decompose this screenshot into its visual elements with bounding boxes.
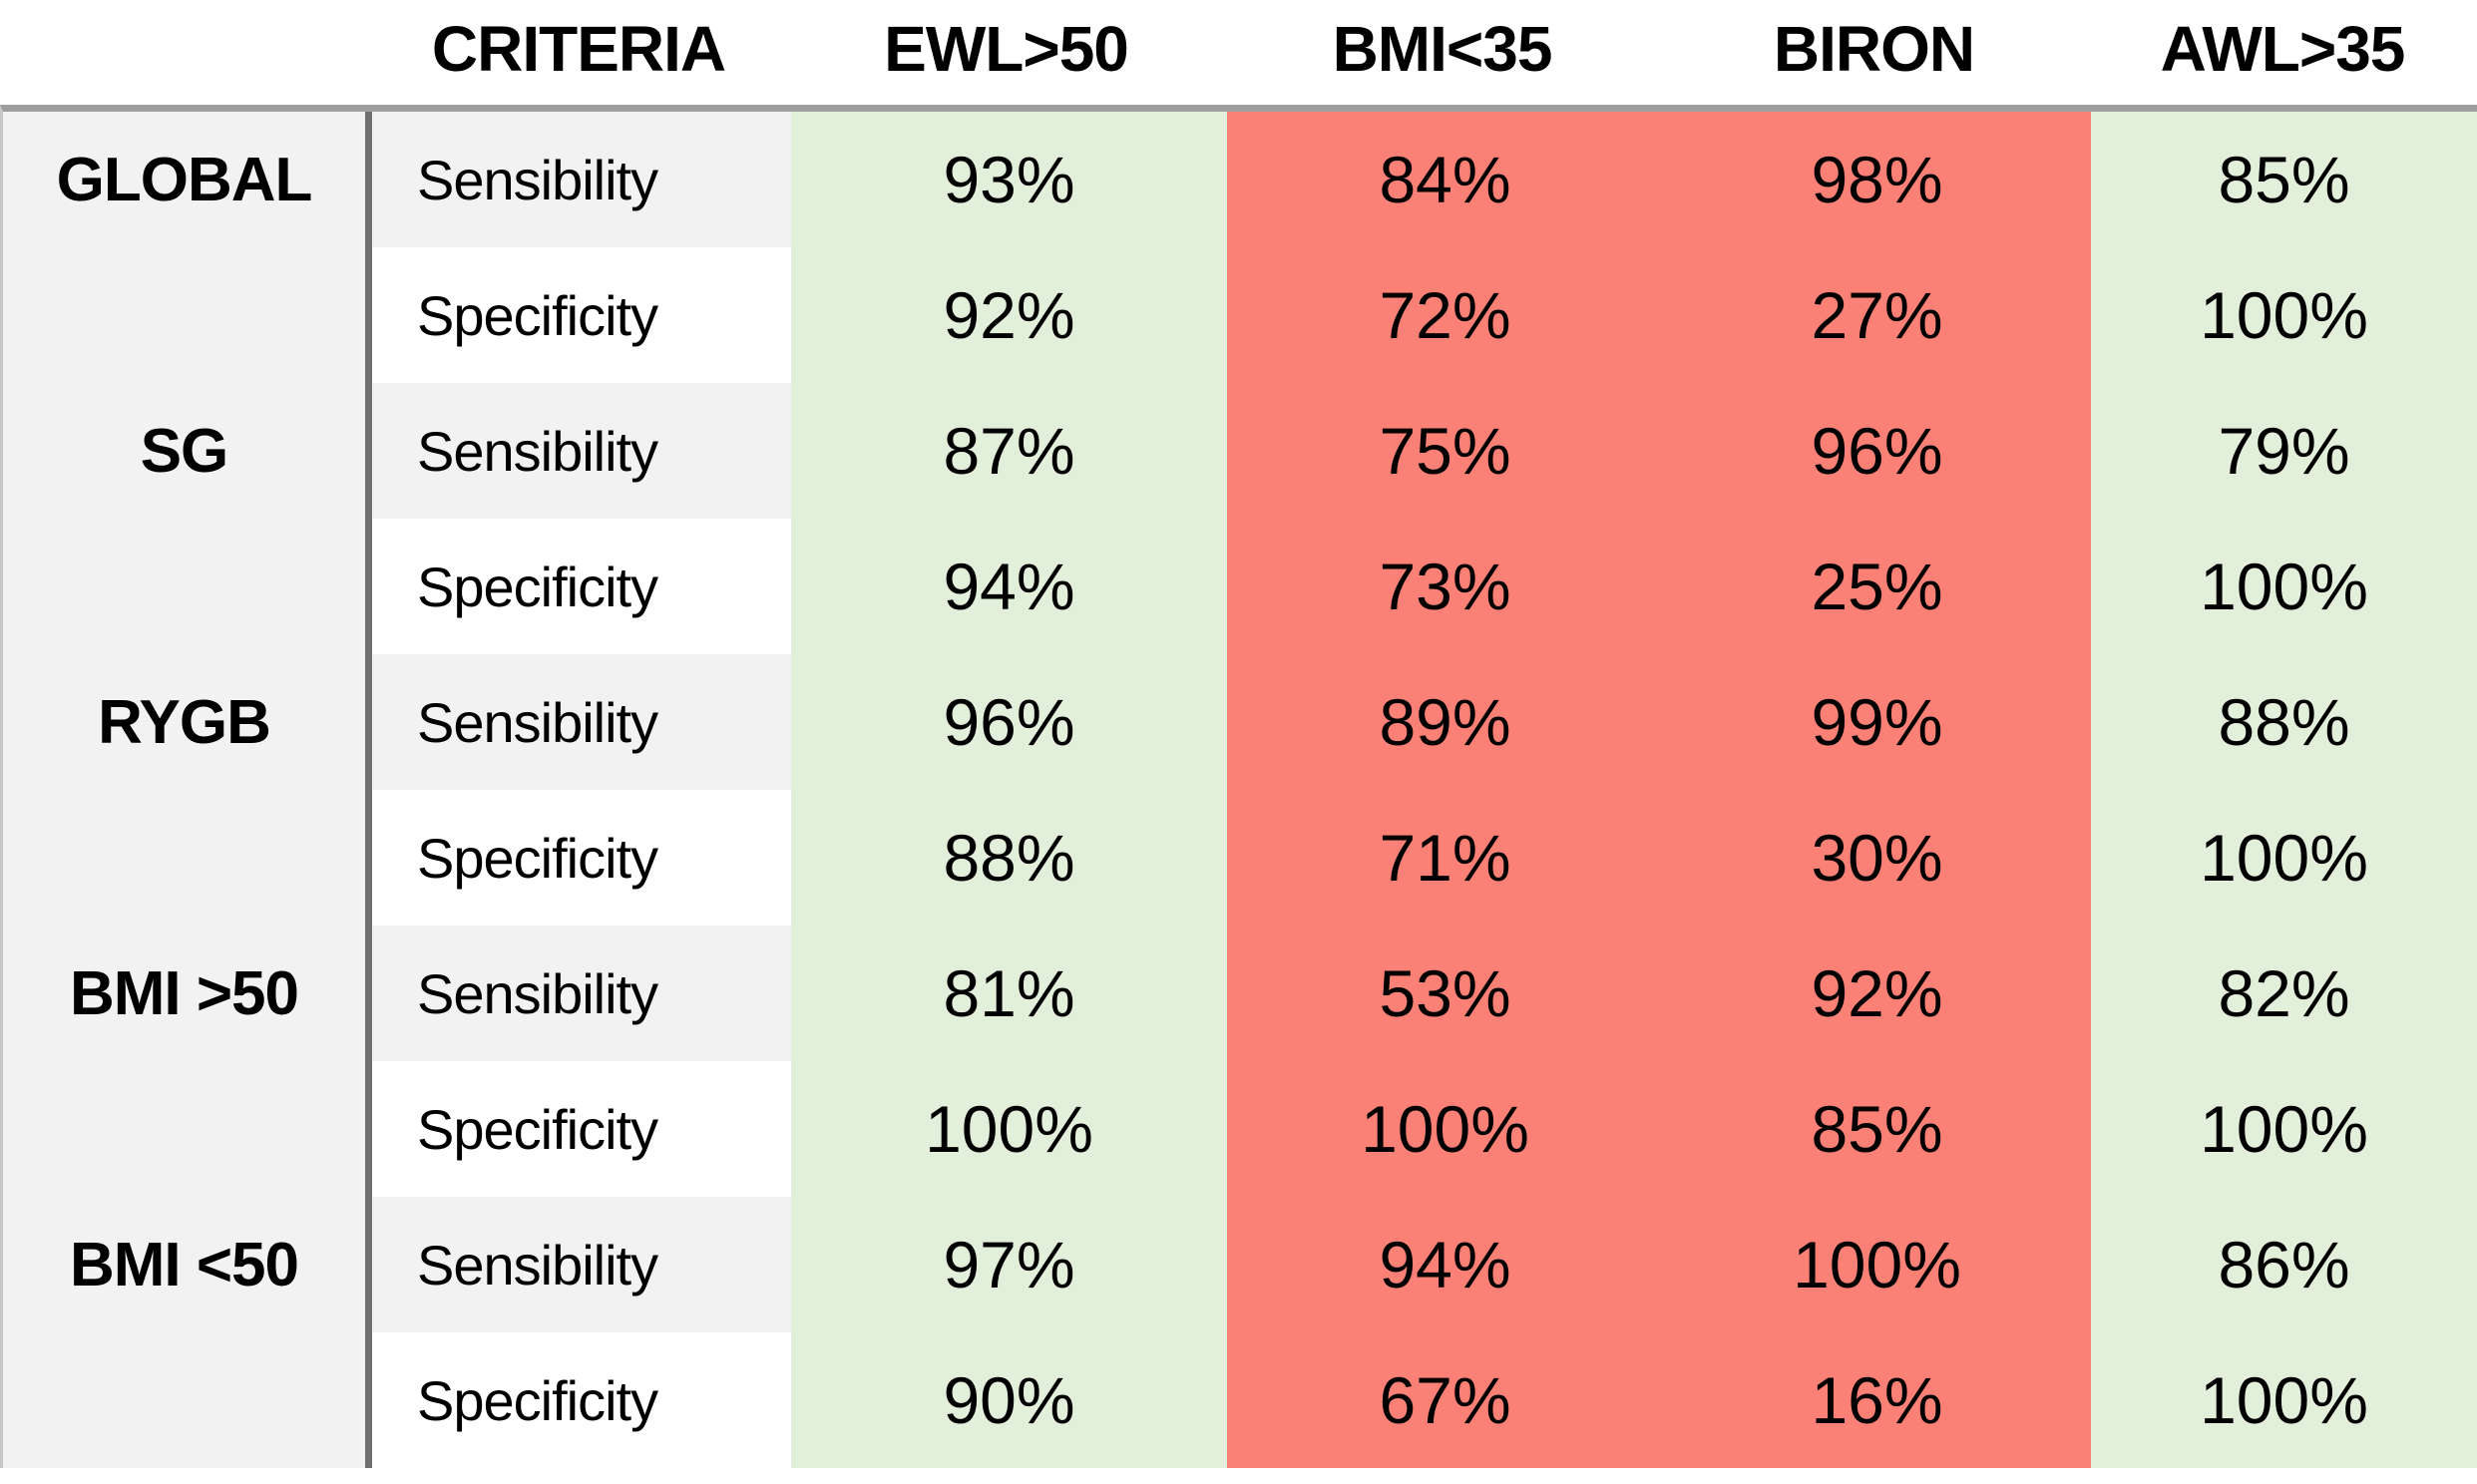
criteria-cell: Sensibility — [372, 1197, 791, 1332]
value-cell: 100% — [1227, 1061, 1663, 1197]
value-cell: 85% — [1663, 1061, 2091, 1197]
group-cell-bmi-under-50: BMI <50 — [3, 1197, 372, 1468]
value-cell: 96% — [791, 654, 1227, 790]
criteria-cell: Specificity — [372, 790, 791, 926]
group-cell-global: GLOBAL — [3, 112, 372, 383]
group-label: BMI <50 — [69, 1230, 299, 1299]
value-cell: 100% — [2091, 1061, 2477, 1197]
table-body: GLOBAL Sensibility 93% 84% 98% 85% Speci… — [0, 105, 2477, 1468]
criteria-cell: Sensibility — [372, 926, 791, 1061]
value-cell: 85% — [2091, 112, 2477, 247]
criteria-cell: Sensibility — [372, 383, 791, 519]
criteria-cell: Sensibility — [372, 654, 791, 790]
value-cell: 98% — [1663, 112, 2091, 247]
group-label: GLOBAL — [56, 145, 313, 214]
header-biron: BIRON — [1773, 12, 1975, 85]
header-bmi35: BMI<35 — [1332, 12, 1553, 85]
value-cell: 72% — [1227, 247, 1663, 383]
value-cell: 96% — [1663, 383, 2091, 519]
value-cell: 81% — [791, 926, 1227, 1061]
value-cell: 88% — [791, 790, 1227, 926]
criteria-cell: Sensibility — [372, 112, 791, 247]
value-cell: 100% — [2091, 790, 2477, 926]
group-label: BMI >50 — [69, 958, 299, 1028]
header-awl35: AWL>35 — [2160, 12, 2406, 85]
value-cell: 89% — [1227, 654, 1663, 790]
criteria-cell: Specificity — [372, 1332, 791, 1468]
value-cell: 94% — [1227, 1197, 1663, 1332]
header-criteria: CRITERIA — [431, 12, 726, 85]
value-cell: 92% — [1663, 926, 2091, 1061]
value-cell: 94% — [791, 519, 1227, 654]
value-cell: 93% — [791, 112, 1227, 247]
header-corner — [0, 49, 369, 57]
value-cell: 73% — [1227, 519, 1663, 654]
value-cell: 67% — [1227, 1332, 1663, 1468]
value-cell: 30% — [1663, 790, 2091, 926]
value-cell: 100% — [2091, 519, 2477, 654]
group-label: RYGB — [98, 687, 271, 757]
group-cell-sg: SG — [3, 383, 372, 654]
group-cell-bmi-over-50: BMI >50 — [3, 926, 372, 1197]
value-cell: 75% — [1227, 383, 1663, 519]
header-ewl50: EWL>50 — [884, 12, 1129, 85]
value-cell: 87% — [791, 383, 1227, 519]
value-cell: 88% — [2091, 654, 2477, 790]
value-cell: 86% — [2091, 1197, 2477, 1332]
value-cell: 16% — [1663, 1332, 2091, 1468]
value-cell: 100% — [2091, 1332, 2477, 1468]
value-cell: 99% — [1663, 654, 2091, 790]
value-cell: 84% — [1227, 112, 1663, 247]
value-cell: 53% — [1227, 926, 1663, 1061]
criteria-cell: Specificity — [372, 519, 791, 654]
group-cell-rygb: RYGB — [3, 654, 372, 926]
value-cell: 79% — [2091, 383, 2477, 519]
value-cell: 25% — [1663, 519, 2091, 654]
value-cell: 92% — [791, 247, 1227, 383]
value-cell: 100% — [2091, 247, 2477, 383]
value-cell: 27% — [1663, 247, 2091, 383]
criteria-cell: Specificity — [372, 1061, 791, 1197]
value-cell: 97% — [791, 1197, 1227, 1332]
header-row: CRITERIA EWL>50 BMI<35 BIRON AWL>35 — [0, 0, 2477, 105]
value-cell: 100% — [1663, 1197, 2091, 1332]
value-cell: 100% — [791, 1061, 1227, 1197]
group-label: SG — [140, 416, 229, 486]
value-cell: 90% — [791, 1332, 1227, 1468]
value-cell: 82% — [2091, 926, 2477, 1061]
criteria-cell: Specificity — [372, 247, 791, 383]
value-cell: 71% — [1227, 790, 1663, 926]
